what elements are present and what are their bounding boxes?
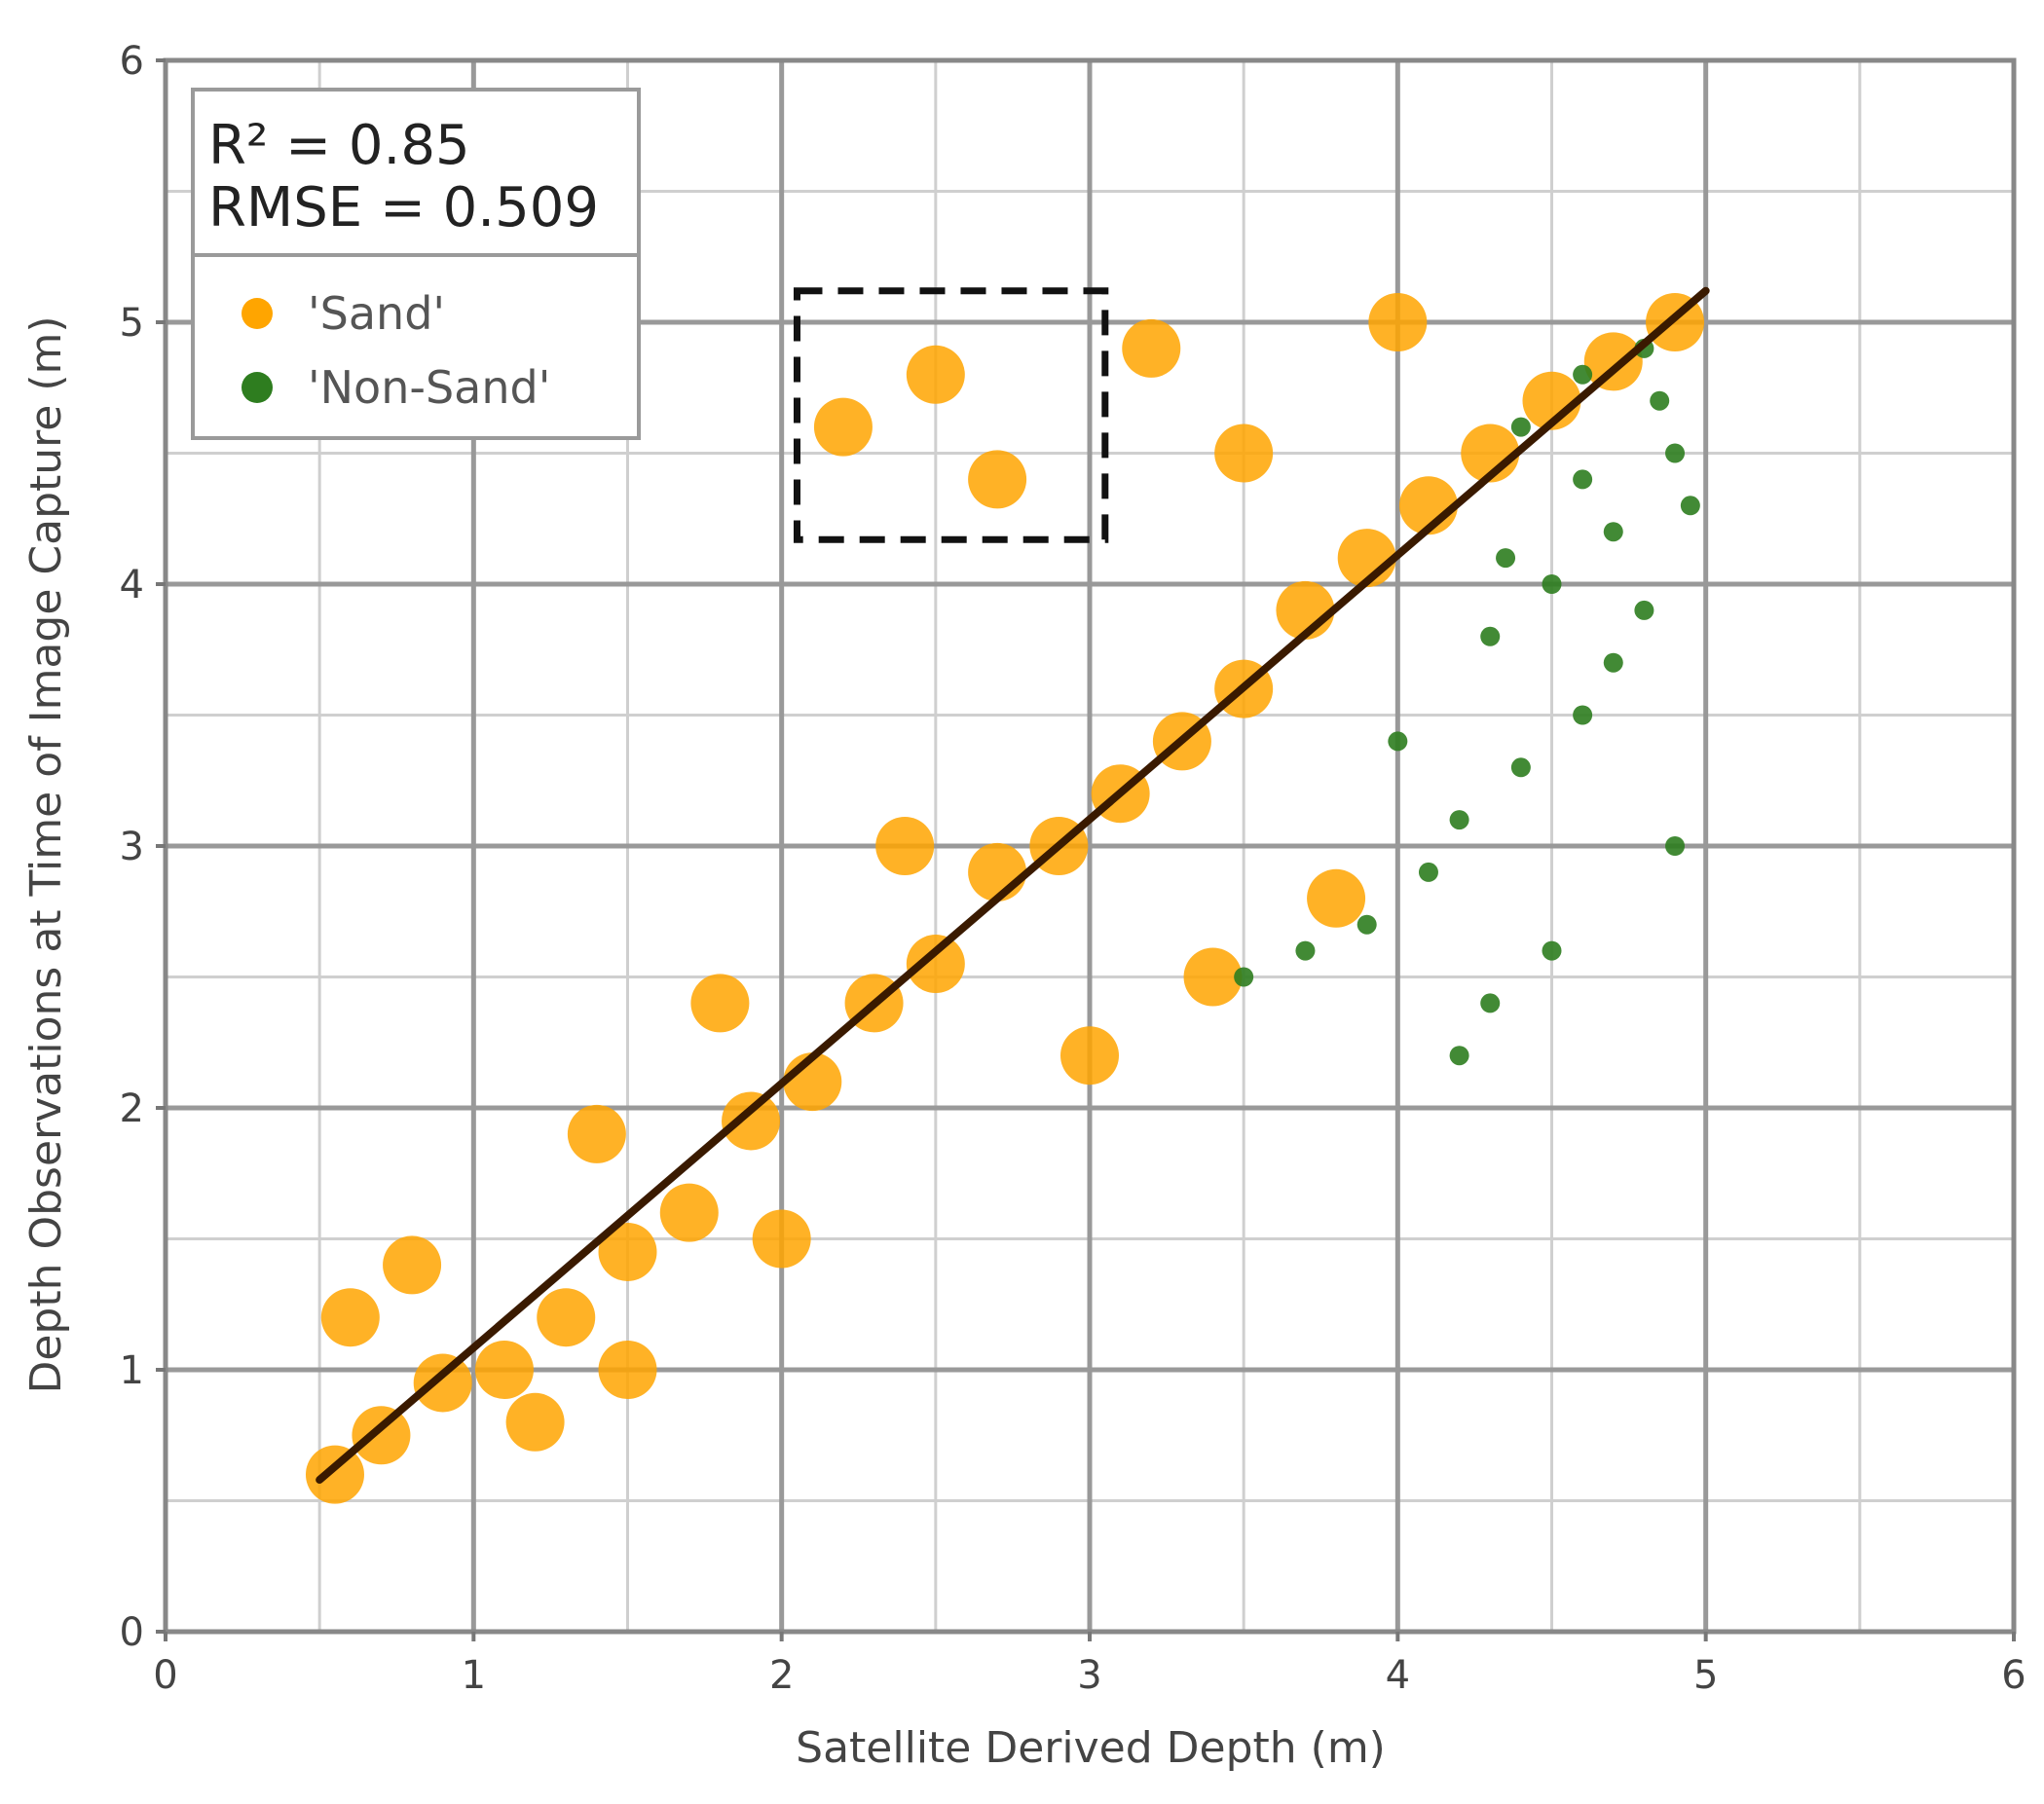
sand-point xyxy=(1214,423,1274,483)
y-axis-title: Depth Observations at Time of Image Capt… xyxy=(21,315,71,1393)
sand-point xyxy=(598,1222,657,1281)
sand-point xyxy=(1060,1026,1119,1086)
non-sand-point xyxy=(1603,652,1623,673)
r-squared-label: R² = 0.85 xyxy=(208,114,470,177)
sand-point xyxy=(1368,293,1428,351)
non-sand-point xyxy=(1295,940,1316,961)
sand-point xyxy=(305,1445,364,1504)
non-sand-point xyxy=(1480,993,1501,1013)
sand-point xyxy=(1122,318,1181,378)
non-sand-point xyxy=(1573,705,1593,725)
non-sand-point xyxy=(1603,522,1623,542)
non-sand-point xyxy=(1418,862,1438,882)
x-tick-label: 1 xyxy=(462,1653,486,1698)
rmse-label: RMSE = 0.509 xyxy=(208,176,599,239)
highlight-box xyxy=(793,287,1109,543)
non-sand-point xyxy=(1542,940,1562,961)
y-tick-label: 2 xyxy=(120,1086,144,1131)
x-tick-label: 0 xyxy=(153,1653,177,1698)
sand-point xyxy=(968,450,1027,509)
sand-point xyxy=(320,1288,380,1347)
non-sand-point xyxy=(1496,548,1516,569)
y-tick-label: 4 xyxy=(120,563,144,607)
y-tick-label: 1 xyxy=(120,1348,144,1393)
non-sand-point xyxy=(1634,600,1654,620)
legend-sand-marker xyxy=(242,298,273,329)
sand-point xyxy=(537,1288,596,1347)
legend: R² = 0.85 RMSE = 0.509 'Sand' 'Non-Sand' xyxy=(191,88,641,440)
non-sand-point xyxy=(1680,496,1700,516)
x-axis-title: Satellite Derived Depth (m) xyxy=(796,1723,1386,1773)
x-tick-label: 3 xyxy=(1077,1653,1101,1698)
non-sand-point xyxy=(1650,390,1670,411)
non-sand-point xyxy=(1510,417,1531,437)
non-sand-point xyxy=(1449,810,1469,830)
non-sand-point xyxy=(1234,967,1254,987)
non-sand-point xyxy=(1542,574,1562,594)
sand-point xyxy=(567,1104,626,1163)
y-tick-label: 5 xyxy=(120,301,144,346)
x-tick-label: 2 xyxy=(769,1653,794,1698)
fit-line xyxy=(316,286,1710,1484)
non-sand-point xyxy=(1510,757,1531,778)
x-tick-label: 5 xyxy=(1693,1653,1718,1698)
sand-point xyxy=(690,974,750,1033)
sand-point xyxy=(1183,947,1243,1007)
legend-non-sand-label: 'Non-Sand' xyxy=(308,361,550,414)
fit-line-group xyxy=(316,286,1710,1484)
sand-point xyxy=(1307,868,1366,928)
y-tick-label: 3 xyxy=(120,825,144,869)
non-sand-point xyxy=(1480,626,1501,646)
sand-point xyxy=(875,817,935,875)
sand-point xyxy=(906,935,965,994)
sand-point xyxy=(906,345,965,404)
x-tick-label: 6 xyxy=(2001,1653,2025,1698)
non-sand-point xyxy=(1449,1046,1469,1066)
sand-point xyxy=(1583,332,1643,391)
sand-point xyxy=(352,1406,411,1465)
sand-point xyxy=(413,1353,472,1413)
sand-point xyxy=(659,1183,719,1242)
sand-point xyxy=(722,1091,781,1151)
sand-point xyxy=(505,1392,565,1452)
sand-point xyxy=(752,1209,811,1269)
non-sand-point xyxy=(1573,469,1593,490)
non-sand-point xyxy=(1356,914,1377,935)
sand-point xyxy=(474,1341,534,1399)
highlight-box-group xyxy=(793,287,1109,543)
y-tick-label: 0 xyxy=(120,1610,144,1655)
non-sand-point xyxy=(1388,731,1408,752)
non-sand-points xyxy=(1234,338,1700,1066)
sand-point xyxy=(813,397,873,457)
y-tick-label: 6 xyxy=(120,39,144,84)
legend-non-sand-marker xyxy=(242,372,273,403)
sand-point xyxy=(968,842,1027,902)
legend-sand-label: 'Sand' xyxy=(308,287,445,340)
non-sand-point xyxy=(1573,364,1593,385)
x-tick-label: 4 xyxy=(1386,1653,1410,1698)
axes: 0 1 2 3 4 5 6 0 1 2 3 4 5 6 xyxy=(120,39,2026,1698)
non-sand-point xyxy=(1665,836,1686,856)
non-sand-point xyxy=(1665,443,1686,463)
sand-point xyxy=(598,1341,657,1399)
sand-point xyxy=(383,1235,442,1295)
